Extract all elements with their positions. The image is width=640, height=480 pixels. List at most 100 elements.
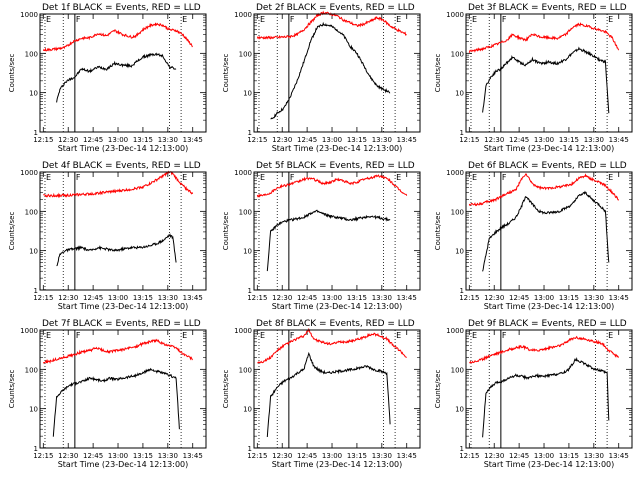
panel-det-5: Det 5f BLACK = Events, RED = LLD Counts/s…	[222, 161, 421, 311]
y-axis-label: Counts/sec	[434, 212, 442, 251]
y-tick-label: 1000	[20, 11, 38, 19]
chart-title: Det 9f BLACK = Events, RED = LLD	[468, 319, 627, 329]
x-tick-label: 12:15	[247, 136, 267, 144]
x-axis-label: Start Time (23-Dec-14 12:13:00)	[58, 460, 189, 469]
event-marker-label: E	[472, 173, 477, 182]
series-events-line	[482, 357, 610, 438]
x-tick-label: 13:30	[158, 294, 178, 302]
x-tick-label: 13:00	[108, 452, 128, 460]
y-axis-label: Counts/sec	[434, 54, 442, 93]
x-tick-label: 13:15	[347, 452, 367, 460]
y-tick-label: 100	[451, 366, 464, 374]
y-tick-label: 10	[455, 248, 464, 256]
event-marker-label: F	[290, 331, 295, 340]
x-tick-label: 12:30	[272, 294, 292, 302]
series-events-line	[266, 351, 391, 438]
event-marker-label: F	[76, 15, 81, 24]
y-axis-label: Counts/sec	[434, 370, 442, 409]
x-tick-label: 12:15	[459, 294, 479, 302]
x-axis-label: Start Time (23-Dec-14 12:13:00)	[272, 460, 403, 469]
x-tick-label: 12:30	[272, 452, 292, 460]
event-marker-label: E	[396, 173, 401, 182]
y-tick-label: 1000	[234, 327, 252, 335]
x-tick-label: 13:30	[584, 452, 604, 460]
y-tick-label: 1000	[20, 169, 38, 177]
chart-title: Det 3f BLACK = Events, RED = LLD	[468, 3, 627, 13]
x-tick-label: 13:30	[372, 452, 392, 460]
event-marker-label: E	[608, 173, 613, 182]
x-tick-label: 13:30	[158, 452, 178, 460]
plot-frame	[39, 329, 207, 449]
event-marker-label: F	[290, 15, 295, 24]
x-tick-label: 13:00	[534, 136, 554, 144]
y-axis-label: Counts/sec	[8, 370, 16, 409]
x-tick-label: 13:30	[584, 294, 604, 302]
x-tick-label: 13:00	[108, 294, 128, 302]
y-tick-label: 10	[243, 90, 252, 98]
x-tick-label: 12:30	[272, 136, 292, 144]
event-marker-label: F	[502, 173, 507, 182]
x-tick-label: 13:45	[397, 136, 417, 144]
event-marker-label: E	[608, 331, 613, 340]
x-tick-label: 13:45	[397, 294, 417, 302]
event-marker-label: F	[290, 173, 295, 182]
y-tick-label: 10	[455, 406, 464, 414]
y-tick-label: 1000	[234, 11, 252, 19]
y-axis-label: Counts/sec	[222, 370, 230, 409]
x-tick-label: 13:45	[609, 452, 629, 460]
series-events-line	[56, 233, 177, 267]
event-marker-label: E	[182, 331, 187, 340]
plot-frame	[39, 171, 207, 291]
panel-det-3: Det 3f BLACK = Events, RED = LLD Counts/s…	[434, 3, 633, 153]
panel-det-4: Det 4f BLACK = Events, RED = LLD Counts/s…	[8, 161, 207, 311]
panel-det-1: Det 1f BLACK = Events, RED = LLD Counts/s…	[8, 3, 207, 153]
x-tick-label: 12:45	[509, 452, 529, 460]
x-tick-label: 12:45	[509, 294, 529, 302]
event-marker-label: F	[502, 331, 507, 340]
y-tick-label: 100	[25, 208, 38, 216]
x-tick-label: 13:45	[183, 452, 203, 460]
x-tick-label: 12:45	[83, 452, 103, 460]
y-tick-label: 1000	[446, 11, 464, 19]
x-tick-label: 13:30	[372, 294, 392, 302]
x-tick-label: 12:30	[58, 136, 78, 144]
event-marker-label: E	[608, 15, 613, 24]
x-tick-label: 13:00	[534, 452, 554, 460]
y-tick-label: 1	[460, 445, 464, 453]
plot-frame	[253, 329, 421, 449]
y-tick-label: 1	[34, 445, 38, 453]
x-tick-label: 13:45	[183, 294, 203, 302]
plot-frame	[39, 13, 207, 133]
x-tick-label: 13:15	[347, 294, 367, 302]
event-marker-label: E	[396, 331, 401, 340]
event-marker-label: E	[472, 15, 477, 24]
x-tick-label: 13:00	[534, 294, 554, 302]
event-marker-label: E	[260, 173, 265, 182]
x-tick-label: 13:00	[108, 136, 128, 144]
event-marker-label: E	[182, 173, 187, 182]
panel-det-9: Det 9f BLACK = Events, RED = LLD Counts/s…	[434, 319, 633, 469]
x-tick-label: 13:45	[397, 452, 417, 460]
x-tick-label: 12:15	[33, 294, 53, 302]
event-marker-label: F	[76, 173, 81, 182]
y-tick-label: 1000	[234, 169, 252, 177]
y-tick-label: 1	[34, 129, 38, 137]
series-events-line	[482, 46, 610, 114]
y-tick-label: 10	[455, 90, 464, 98]
event-marker-label: E	[260, 331, 265, 340]
chart-title: Det 6f BLACK = Events, RED = LLD	[468, 161, 627, 171]
y-axis-label: Counts/sec	[222, 212, 230, 251]
y-tick-label: 10	[29, 406, 38, 414]
y-axis-label: Counts/sec	[8, 212, 16, 251]
series-lld-line	[256, 10, 407, 40]
x-tick-label: 13:15	[133, 452, 153, 460]
y-axis-label: Counts/sec	[8, 54, 16, 93]
series-events-line	[270, 21, 391, 120]
series-events-line	[52, 367, 180, 437]
series-events-line	[266, 209, 391, 272]
event-marker-label: E	[46, 173, 51, 182]
y-tick-label: 1000	[446, 327, 464, 335]
y-tick-label: 1000	[446, 169, 464, 177]
x-tick-label: 13:30	[158, 136, 178, 144]
